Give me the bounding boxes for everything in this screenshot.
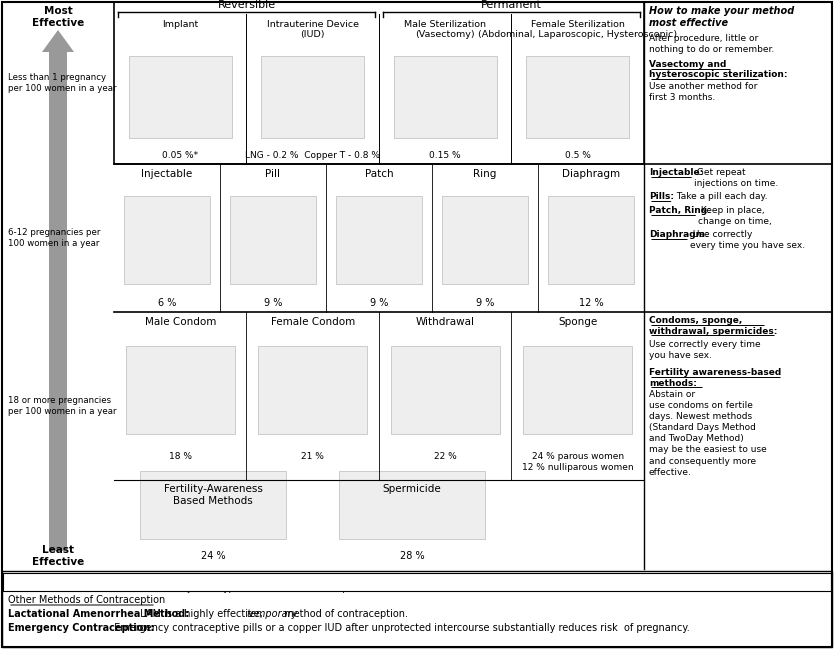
Bar xyxy=(2,571,832,647)
Text: 12 %: 12 % xyxy=(579,298,603,308)
Text: Less than 1 pregnancy
per 100 women in a year: Less than 1 pregnancy per 100 women in a… xyxy=(8,73,117,93)
Bar xyxy=(524,346,632,434)
Bar xyxy=(259,346,367,434)
Text: Emergency Contraception:: Emergency Contraception: xyxy=(8,623,154,633)
Bar xyxy=(229,196,316,284)
Text: Female Condom: Female Condom xyxy=(270,317,355,327)
Text: Sponge: Sponge xyxy=(558,317,597,327)
Text: Condoms, sponge,
withdrawal, spermicides:: Condoms, sponge, withdrawal, spermicides… xyxy=(649,316,777,336)
Bar xyxy=(391,346,500,434)
Bar xyxy=(441,196,529,284)
Text: Permanent: Permanent xyxy=(481,0,542,10)
Text: 24 % parous women
12 % nulliparous women: 24 % parous women 12 % nulliparous women xyxy=(522,452,634,472)
Bar xyxy=(114,2,644,164)
Bar xyxy=(261,56,364,138)
Text: Get repeat
injections on time.: Get repeat injections on time. xyxy=(694,168,778,188)
Bar xyxy=(128,56,232,138)
Text: Lactational Amenorrhea Method:: Lactational Amenorrhea Method: xyxy=(8,609,189,619)
Text: temporary: temporary xyxy=(246,609,298,619)
Text: 22 %: 22 % xyxy=(434,452,457,461)
Text: 28 %: 28 % xyxy=(399,551,425,561)
Bar xyxy=(140,471,286,539)
Text: LAM is a highly effective,: LAM is a highly effective, xyxy=(137,609,266,619)
Text: Ring: Ring xyxy=(474,169,497,179)
Bar xyxy=(123,196,210,284)
Text: 21 %: 21 % xyxy=(301,452,324,461)
Text: 24 %: 24 % xyxy=(201,551,226,561)
Bar xyxy=(335,196,423,284)
Text: Withdrawal: Withdrawal xyxy=(416,317,475,327)
Text: Injectable: Injectable xyxy=(142,169,193,179)
Text: Use another method for
first 3 months.: Use another method for first 3 months. xyxy=(649,82,757,102)
Polygon shape xyxy=(42,30,74,52)
Text: Patch, Ring:: Patch, Ring: xyxy=(649,206,711,215)
Text: 18 or more pregnancies
per 100 women in a year: 18 or more pregnancies per 100 women in … xyxy=(8,396,117,416)
Text: Vasectomy and: Vasectomy and xyxy=(649,60,726,69)
Bar xyxy=(394,56,497,138)
Text: Least
Effective: Least Effective xyxy=(32,545,84,567)
Text: 9 %: 9 % xyxy=(476,298,495,308)
Text: LNG - 0.2 %  Copper T - 0.8 %: LNG - 0.2 % Copper T - 0.8 % xyxy=(245,151,380,160)
Text: Use correctly every time
you have sex.: Use correctly every time you have sex. xyxy=(649,340,761,360)
Text: 0.5 %: 0.5 % xyxy=(565,151,590,160)
Text: * The percentages indicate the number out of every 100 women who experienced an : * The percentages indicate the number ou… xyxy=(116,573,586,593)
Text: Take a pill each day.: Take a pill each day. xyxy=(674,192,767,201)
Text: 9 %: 9 % xyxy=(264,298,282,308)
Text: Male Condom: Male Condom xyxy=(144,317,216,327)
Bar xyxy=(339,471,485,539)
Text: Pill: Pill xyxy=(265,169,280,179)
Text: How to make your method
most effective: How to make your method most effective xyxy=(649,6,794,29)
Bar xyxy=(548,196,635,284)
Text: Most
Effective: Most Effective xyxy=(32,6,84,28)
Text: Fertility-Awareness
Based Methods: Fertility-Awareness Based Methods xyxy=(164,484,263,506)
Text: Abstain or
use condoms on fertile
days. Newest methods
(Standard Days Method
and: Abstain or use condoms on fertile days. … xyxy=(649,390,766,477)
Text: Diaphragm: Diaphragm xyxy=(562,169,620,179)
Text: Reversible: Reversible xyxy=(218,0,275,10)
Text: Pills:: Pills: xyxy=(649,192,674,201)
Text: Other Methods of Contraception: Other Methods of Contraception xyxy=(8,595,165,605)
Text: Use correctly
every time you have sex.: Use correctly every time you have sex. xyxy=(690,230,805,250)
Text: Patch: Patch xyxy=(364,169,394,179)
Text: Fertility awareness-based
methods:: Fertility awareness-based methods: xyxy=(649,368,781,388)
Text: Implant: Implant xyxy=(162,20,198,29)
Text: Female Sterilization
(Abdominal, Laparoscopic, Hysteroscopic): Female Sterilization (Abdominal, Laparos… xyxy=(478,20,677,40)
Text: hysteroscopic sterilization:: hysteroscopic sterilization: xyxy=(649,70,787,79)
Text: After procedure, little or
nothing to do or remember.: After procedure, little or nothing to do… xyxy=(649,34,774,54)
Text: Emergency contraceptive pills or a copper IUD after unprotected intercourse subs: Emergency contraceptive pills or a coppe… xyxy=(111,623,690,633)
Bar xyxy=(49,48,67,551)
Text: CONDOMS SHOULD ALWAYS BE USED TO REDUCE THE RISK OF SEXUALLY TRANSMITTED INFECTI: CONDOMS SHOULD ALWAYS BE USED TO REDUCE … xyxy=(140,577,694,587)
Text: Intrauterine Device
(IUD): Intrauterine Device (IUD) xyxy=(267,20,359,40)
Text: 0.15 %: 0.15 % xyxy=(430,151,461,160)
Text: 0.05 %*: 0.05 %* xyxy=(162,151,198,160)
Text: method of contraception.: method of contraception. xyxy=(281,609,409,619)
Text: 6 %: 6 % xyxy=(158,298,176,308)
Text: Injectable:: Injectable: xyxy=(649,168,703,177)
Text: Keep in place,
change on time,: Keep in place, change on time, xyxy=(698,206,772,226)
Bar xyxy=(126,346,234,434)
Text: 6-12 pregnancies per
100 women in a year: 6-12 pregnancies per 100 women in a year xyxy=(8,228,100,248)
Text: 18 %: 18 % xyxy=(168,452,192,461)
Text: Spermicide: Spermicide xyxy=(383,484,441,494)
Text: Male Sterilization
(Vasectomy): Male Sterilization (Vasectomy) xyxy=(404,20,486,40)
Bar xyxy=(3,573,831,591)
Text: 9 %: 9 % xyxy=(369,298,388,308)
Text: Diaphragm:: Diaphragm: xyxy=(649,230,709,239)
Bar xyxy=(526,56,630,138)
